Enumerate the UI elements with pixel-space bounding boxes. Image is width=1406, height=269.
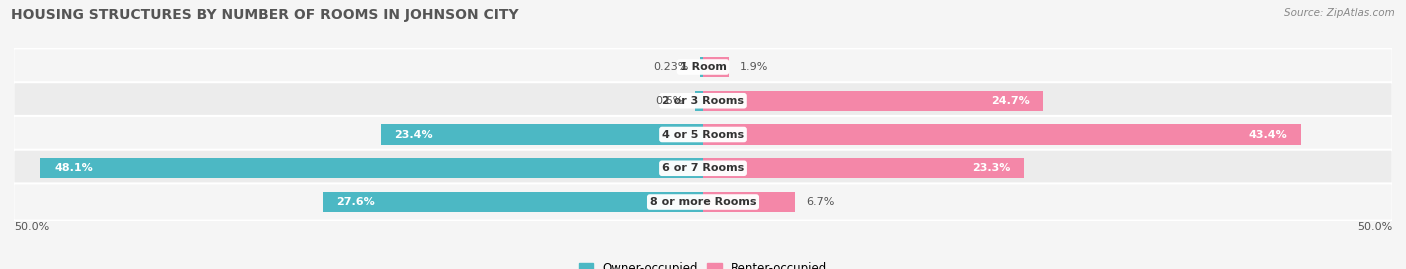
FancyBboxPatch shape <box>14 116 1392 153</box>
Text: 2 or 3 Rooms: 2 or 3 Rooms <box>662 96 744 106</box>
Text: 24.7%: 24.7% <box>991 96 1029 106</box>
Text: 1.9%: 1.9% <box>740 62 769 72</box>
Text: 8 or more Rooms: 8 or more Rooms <box>650 197 756 207</box>
FancyBboxPatch shape <box>14 150 1392 187</box>
Text: Source: ZipAtlas.com: Source: ZipAtlas.com <box>1284 8 1395 18</box>
FancyBboxPatch shape <box>14 48 1392 86</box>
Bar <box>703 57 730 77</box>
Text: 50.0%: 50.0% <box>14 222 49 232</box>
Text: 50.0%: 50.0% <box>1357 222 1392 232</box>
FancyBboxPatch shape <box>14 183 1392 221</box>
Text: 0.23%: 0.23% <box>654 62 689 72</box>
Bar <box>381 124 703 145</box>
Text: 4 or 5 Rooms: 4 or 5 Rooms <box>662 129 744 140</box>
Bar <box>700 57 703 77</box>
Text: 1 Room: 1 Room <box>679 62 727 72</box>
Bar <box>703 91 1043 111</box>
Text: 43.4%: 43.4% <box>1249 129 1288 140</box>
Bar <box>323 192 703 212</box>
Text: 23.4%: 23.4% <box>394 129 433 140</box>
Bar <box>695 91 703 111</box>
Text: HOUSING STRUCTURES BY NUMBER OF ROOMS IN JOHNSON CITY: HOUSING STRUCTURES BY NUMBER OF ROOMS IN… <box>11 8 519 22</box>
Bar <box>41 158 703 178</box>
Text: 23.3%: 23.3% <box>972 163 1011 173</box>
Text: 27.6%: 27.6% <box>336 197 375 207</box>
Bar <box>703 124 1301 145</box>
Text: 48.1%: 48.1% <box>53 163 93 173</box>
Text: 0.6%: 0.6% <box>655 96 683 106</box>
Bar <box>703 158 1024 178</box>
Text: 6 or 7 Rooms: 6 or 7 Rooms <box>662 163 744 173</box>
FancyBboxPatch shape <box>14 82 1392 119</box>
Bar <box>703 192 796 212</box>
Text: 6.7%: 6.7% <box>807 197 835 207</box>
Legend: Owner-occupied, Renter-occupied: Owner-occupied, Renter-occupied <box>574 258 832 269</box>
